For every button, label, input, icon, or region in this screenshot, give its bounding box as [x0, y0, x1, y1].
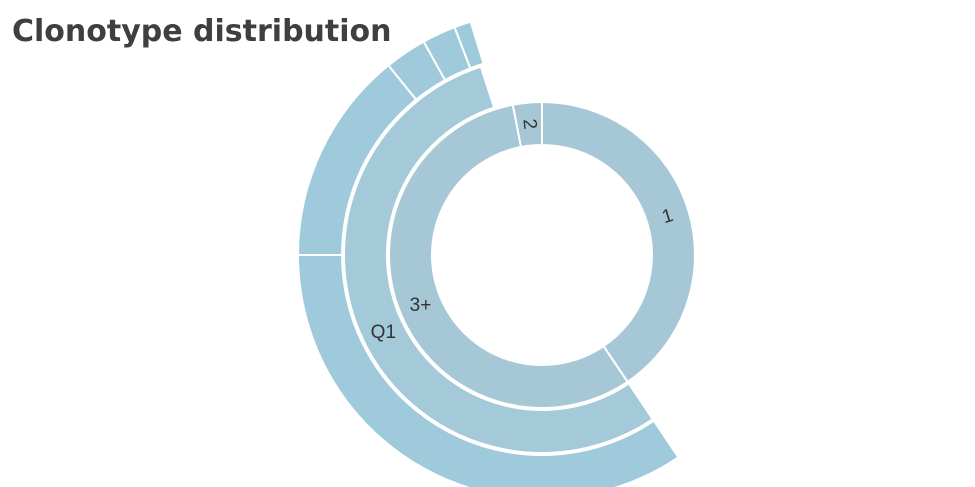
sunburst-label-Q1: Q1 [371, 322, 396, 343]
sunburst-segment-l3-4[interactable] [453, 20, 485, 70]
sunburst-segment-l1-2[interactable] [511, 100, 543, 149]
sunburst-label-3plus: 3+ [410, 295, 432, 316]
sunburst-segment-l1-1[interactable] [388, 103, 629, 409]
sunburst-label-2: 2 [518, 118, 540, 131]
chart-title: Clonotype distribution [12, 14, 392, 49]
sunburst-segment-l1-0[interactable] [541, 100, 696, 384]
sunburst-segment-l2-0[interactable] [343, 65, 655, 454]
